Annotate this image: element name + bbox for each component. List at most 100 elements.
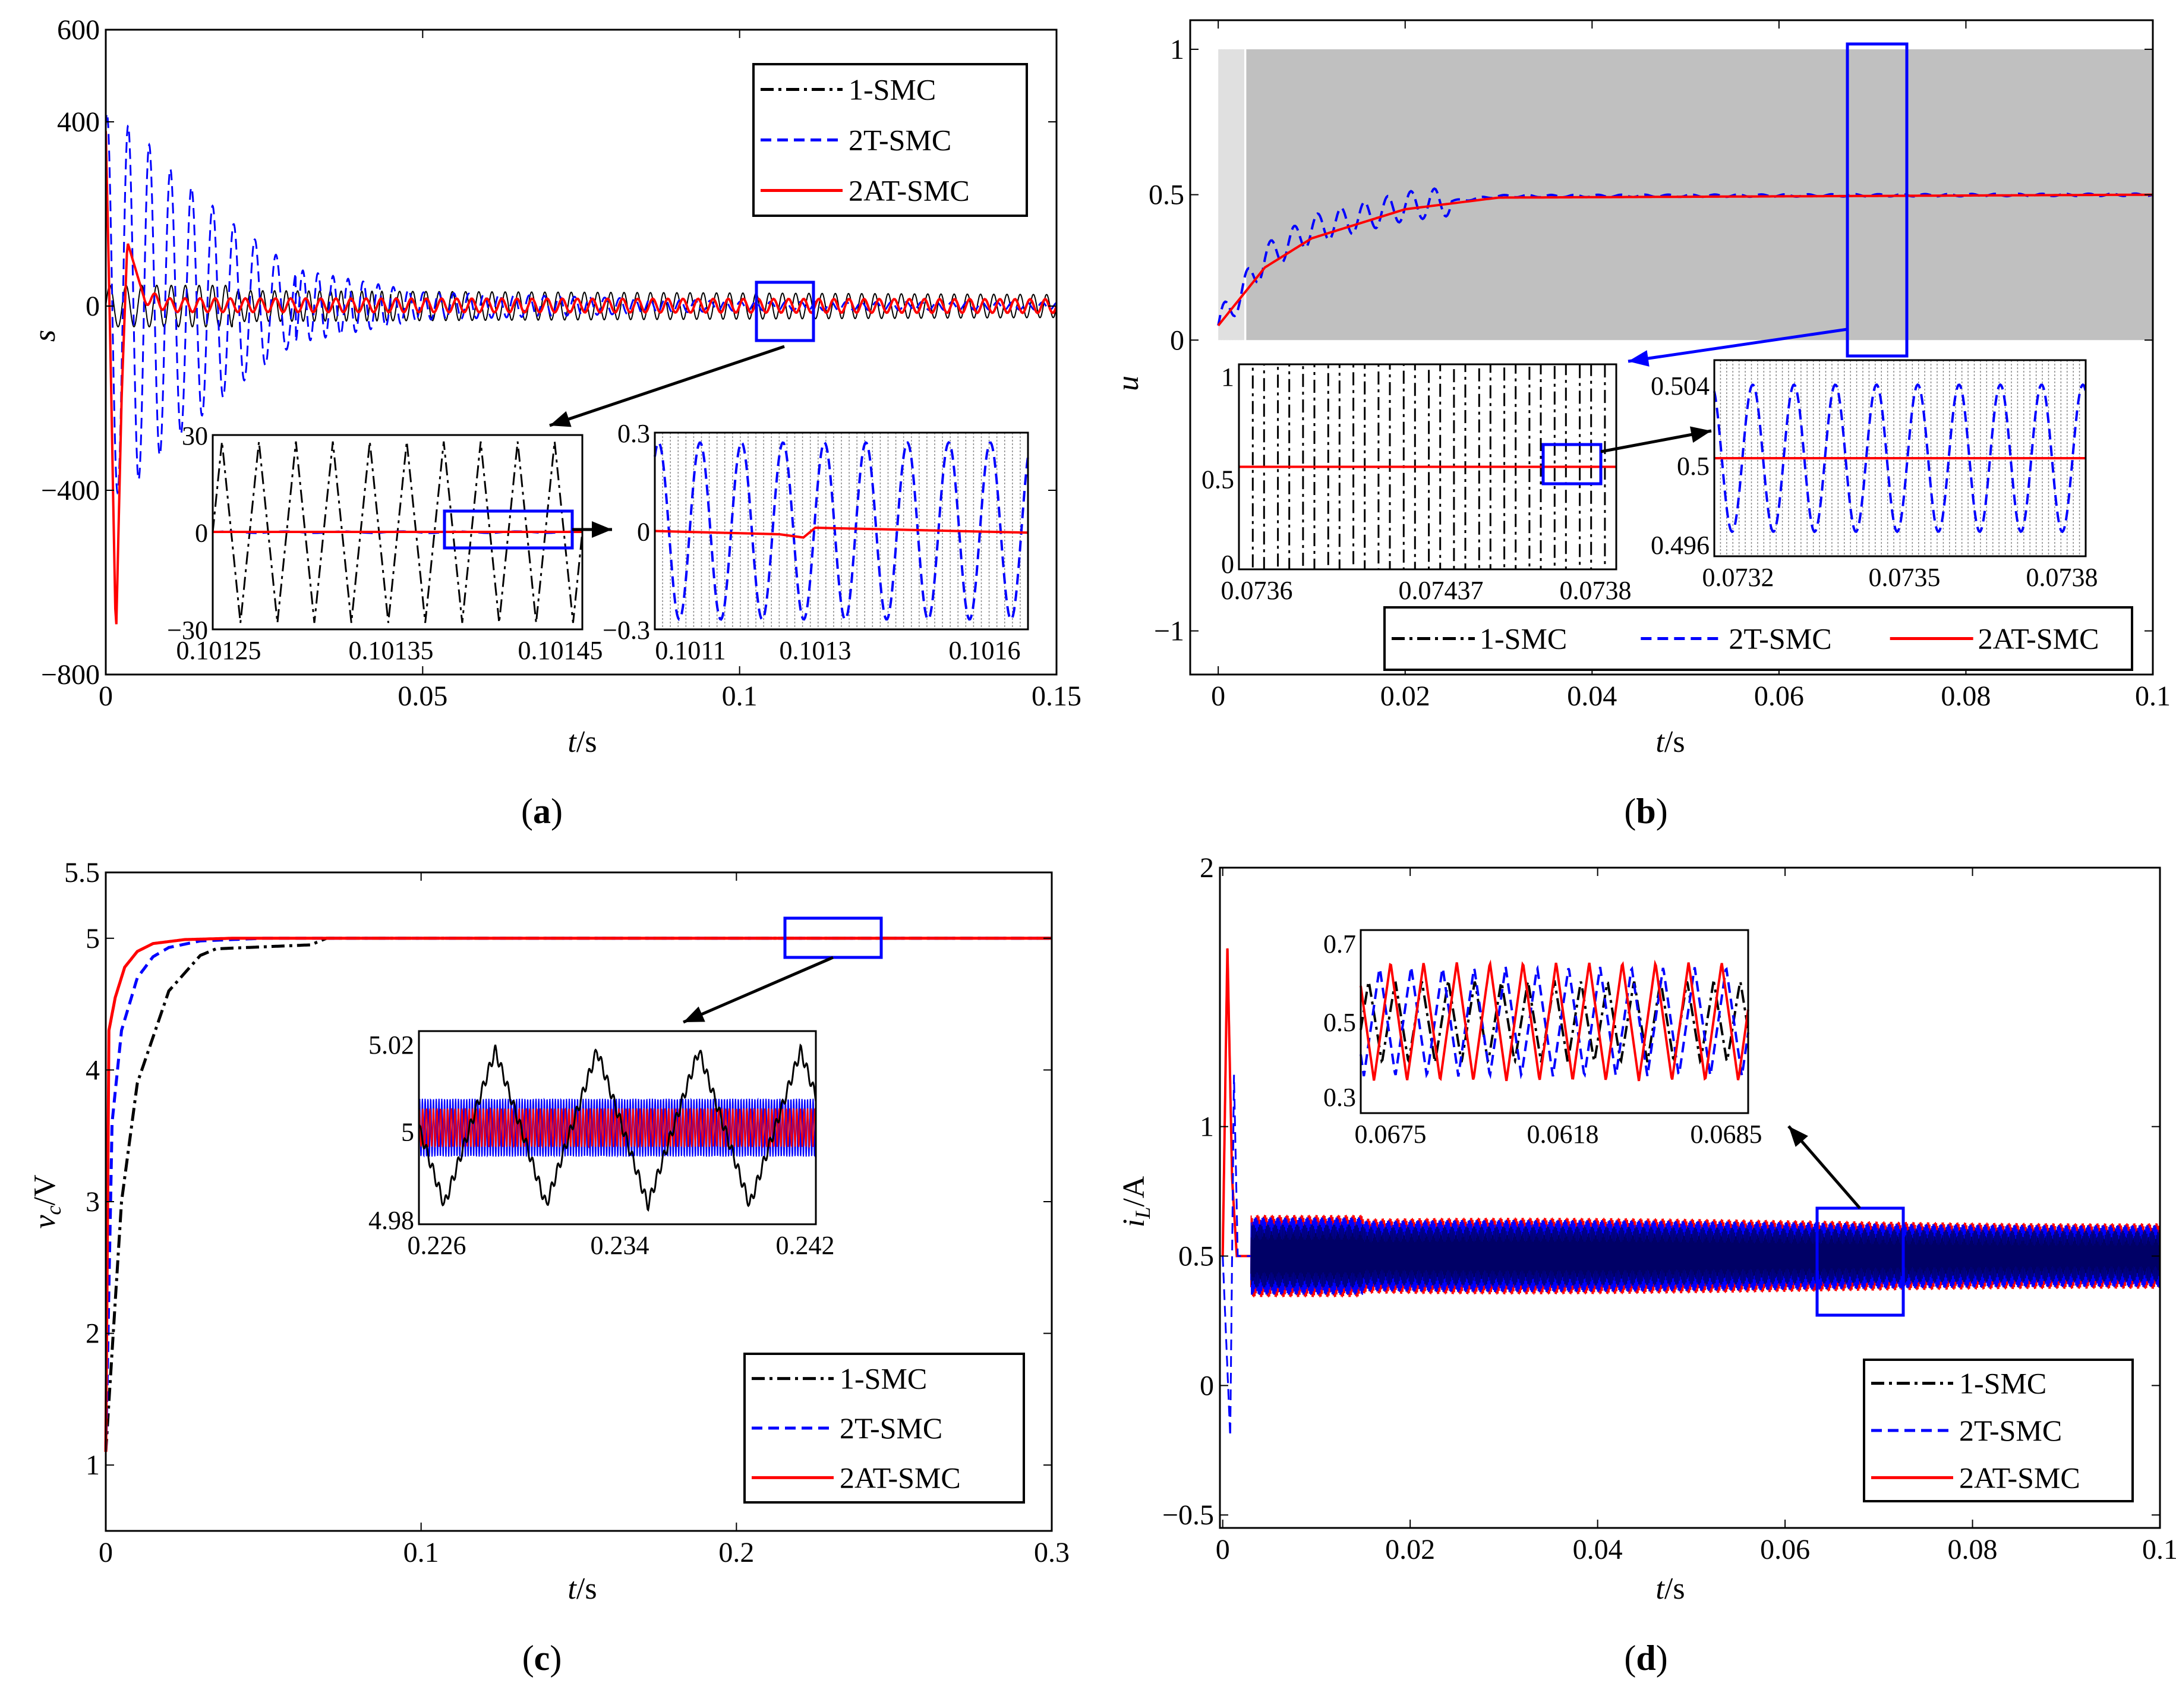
inset-y-tick: 0.496: [1651, 531, 1710, 560]
series-2at-smc: [104, 937, 1052, 1452]
y-tick-label: 1: [1170, 34, 1184, 65]
x-tick-label: 0: [1216, 1534, 1230, 1565]
x-tick-label: 0.08: [1948, 1534, 1998, 1565]
plot-area-a: [106, 111, 1057, 625]
zoom-arrow-head: [1789, 1126, 1808, 1147]
inset-y-tick: 0: [637, 518, 650, 547]
x-tick-label: 0.02: [1385, 1534, 1435, 1565]
y-tick-label: 2: [86, 1318, 100, 1350]
legend-label-1-smc: 1-SMC: [1480, 622, 1567, 656]
x-axis-label: t/s: [1655, 1572, 1685, 1606]
inset-x-tick: 0.226: [408, 1231, 466, 1260]
legend-label-1-smc: 1-SMC: [849, 73, 936, 106]
inset-x-tick: 0.0618: [1527, 1120, 1599, 1149]
inset-x-tick: 0.0735: [1869, 563, 1941, 592]
inset-y-tick: 0.3: [1323, 1083, 1356, 1112]
inset-a2: −0.3 0 0.3 0.1011 0.1013 0.1016: [603, 419, 1029, 665]
series-2at-smc: [106, 131, 1057, 625]
x-tick-label: 0.1: [2135, 680, 2171, 712]
inset-y-tick: 4.98: [368, 1206, 414, 1235]
series-2at-smc-transient: [1221, 948, 1251, 1258]
axes-frame: [1219, 866, 2161, 1529]
zoom-box: [1541, 443, 1603, 486]
x-tick-label: 0.2: [718, 1537, 754, 1568]
inset-frame: [654, 431, 1029, 631]
inset-y-tick: 0.5: [1677, 452, 1710, 481]
inset-series-2t-smc: [1360, 964, 1749, 1080]
series-1-smc-edge: [1221, 49, 1225, 341]
x-axis-label: t/s: [1655, 725, 1685, 759]
y-tick-label: 3: [86, 1186, 100, 1218]
legend-label-2at-smc: 2AT-SMC: [1978, 622, 2099, 656]
inset-b2: 0.496 0.5 0.504 0.0732 0.0735 0.0738: [1651, 359, 2098, 592]
legend-label-2t-smc: 2T-SMC: [1959, 1414, 2062, 1447]
zoom-arrow-head: [592, 521, 612, 538]
inset-bg: [1361, 930, 1748, 1113]
inset-series-1-smc: [418, 1043, 817, 1212]
inset-x-tick: 0.1013: [780, 636, 852, 665]
zoom-arrow-head: [1628, 350, 1650, 367]
inset-x-tick: 0.0732: [1702, 563, 1774, 592]
inset-y-tick: −0.3: [603, 616, 650, 645]
x-tick-label: 0.04: [1573, 1534, 1623, 1565]
x-tick-label: 0.08: [1941, 680, 1991, 712]
x-tick-label: 0.05: [398, 680, 447, 712]
inset-y-tick: 0.504: [1651, 371, 1710, 401]
x-tick-label: 0.06: [1760, 1534, 1810, 1565]
y-axis-label: vc/V: [28, 1174, 65, 1228]
y-tick-label: −400: [41, 475, 100, 506]
plot-area-b: [1217, 49, 2153, 341]
legend-label-1-smc: 1-SMC: [1959, 1367, 2046, 1400]
inset-x-tick: 0.10135: [349, 636, 434, 665]
y-tick-label: 1: [1200, 1111, 1214, 1143]
y-axis-label: u: [1111, 376, 1145, 391]
inset-x-tick: 0.1016: [949, 636, 1021, 665]
y-axis-label: iL/A: [1117, 1176, 1155, 1227]
y-tick-label: 0: [1170, 324, 1184, 356]
legend-label-2t-smc: 2T-SMC: [840, 1411, 942, 1445]
series-1-smc-edge: [1240, 49, 1244, 341]
inset-y-tick: 5: [401, 1118, 414, 1147]
zoom-arrow-line: [683, 956, 834, 1024]
series-1-smc-edge: [1218, 49, 1222, 341]
inset-b1: 0 0.5 1 0.0736 0.07437 0.0738: [1201, 363, 1632, 605]
y-tick-label: 600: [57, 14, 100, 46]
y-tick-label: 400: [57, 106, 100, 138]
x-tick-label: 0.15: [1032, 680, 1081, 712]
series-1-smc-edge: [1232, 49, 1236, 341]
series-1-smc-edge: [1223, 49, 1228, 341]
x-tick-label: 0.1: [2142, 1534, 2176, 1565]
inset-frame: [1360, 929, 1749, 1114]
x-tick-label: 0.3: [1034, 1537, 1070, 1568]
inset-c: 4.98 5 5.02 0.226 0.234 0.242: [368, 1030, 835, 1260]
inset-y-tick: −30: [167, 616, 208, 645]
inset-frame: [212, 434, 584, 631]
y-tick-label: 0.5: [1178, 1241, 1214, 1272]
inset-d: 0.3 0.5 0.7 0.0675 0.0618 0.0685: [1323, 929, 1762, 1149]
panel-c: 0 0.1 0.2 0.3 1 2 3 4 5 5.5 t/s vc/V 1-SMC 2T-SMC 2AT-…: [28, 857, 1070, 1678]
series-1-smc-edge: [1238, 49, 1242, 341]
y-tick-label: 5.5: [64, 857, 100, 888]
plot-area-d: [1221, 948, 2160, 1436]
series-1-smc: [1250, 1224, 2160, 1288]
inset-series-2t-smc: [418, 1097, 816, 1158]
y-tick-label: 0: [1200, 1370, 1214, 1401]
x-axis-label: t/s: [567, 725, 597, 759]
inset-x-tick: 0.10125: [176, 636, 261, 665]
inset-x-tick: 0.0738: [1560, 576, 1632, 605]
zoom-arrow-line: [549, 345, 785, 427]
inset-series-2at-smc: [654, 526, 1029, 539]
inset-x-tick: 0.234: [591, 1231, 649, 1260]
inset-x-tick: 0.242: [776, 1231, 835, 1260]
x-tick-label: 0: [99, 1537, 113, 1568]
legend-label-2t-smc: 2T-SMC: [1729, 622, 1831, 656]
legend-label-2at-smc: 2AT-SMC: [849, 174, 970, 207]
series-2t-smc: [106, 111, 1057, 495]
inset-y-tick: 0.3: [617, 419, 650, 448]
zoom-box: [1846, 42, 1909, 358]
inset-frame: [418, 1030, 817, 1225]
x-tick-label: 0: [99, 680, 113, 712]
series-1-smc-edge: [1226, 49, 1231, 341]
inset-y-tick: 0: [1221, 550, 1234, 579]
